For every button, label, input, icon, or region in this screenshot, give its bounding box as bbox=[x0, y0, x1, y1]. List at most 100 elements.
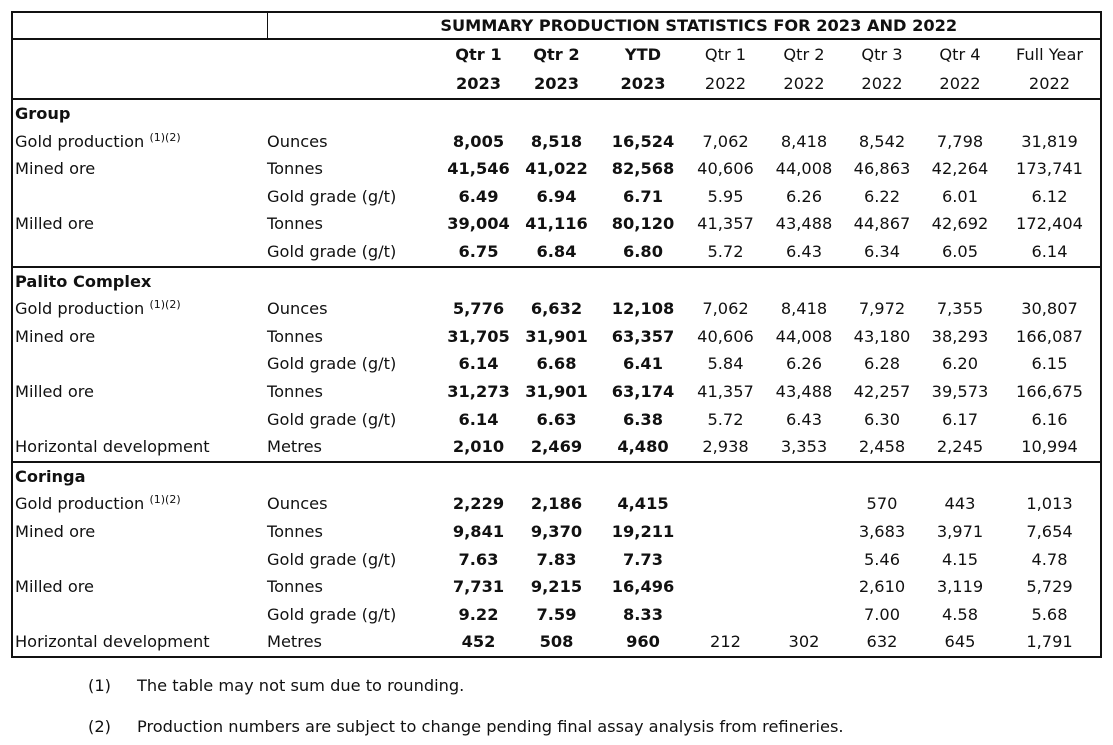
cell-value: 7.73 bbox=[623, 549, 663, 569]
cell-value: 6.38 bbox=[623, 409, 663, 429]
cell-value bbox=[686, 490, 765, 518]
header-row-year: 2023 2023 2023 2022 2022 2022 2022 2022 bbox=[12, 69, 1102, 100]
row-label bbox=[12, 601, 267, 629]
row-unit: Tonnes bbox=[267, 214, 323, 234]
cell-value: 8,005 bbox=[452, 131, 505, 151]
table-row: Gold grade (g/t) 6.14 6.63 6.38 5.72 6.43 6.30… bbox=[12, 406, 1101, 434]
cell-value: 172,404 bbox=[1016, 214, 1083, 234]
table-row: Milled ore Tonnes 7,731 9,215 16,496 2,610 3,1… bbox=[12, 573, 1101, 601]
row-label-text: Milled ore bbox=[15, 214, 95, 234]
cell-value: 41,357 bbox=[697, 381, 754, 401]
cell-value: 39,004 bbox=[447, 214, 510, 234]
cell-value: 9,841 bbox=[452, 521, 505, 541]
row-unit: Gold grade (g/t) bbox=[267, 186, 397, 206]
cell-value: 452 bbox=[444, 628, 513, 658]
column-header-period: Full Year bbox=[1015, 45, 1084, 64]
cell-value: 8,518 bbox=[530, 131, 583, 151]
cell-value: 2,186 bbox=[530, 494, 583, 514]
footnote-ref: (1)(2) bbox=[149, 130, 181, 144]
cell-value: 7,062 bbox=[702, 131, 749, 151]
row-unit: Metres bbox=[267, 433, 444, 463]
cell-value: 166,087 bbox=[1016, 326, 1083, 346]
cell-value: 6.43 bbox=[785, 409, 823, 429]
cell-value: 212 bbox=[686, 628, 765, 658]
cell-value: 7,972 bbox=[858, 299, 906, 319]
section-title: Palito Complex bbox=[15, 271, 152, 291]
cell-value: 40,606 bbox=[697, 326, 754, 346]
cell-value: 9,370 bbox=[530, 521, 583, 541]
cell-value: 7,062 bbox=[702, 299, 749, 319]
cell-value: 5.72 bbox=[686, 237, 765, 268]
cell-value: 7,731 bbox=[452, 577, 505, 597]
row-label: Mined ore bbox=[12, 323, 267, 351]
row-label-text: Mined ore bbox=[15, 521, 96, 541]
cell-value: 6.80 bbox=[600, 237, 686, 268]
cell-value: 1,791 bbox=[999, 628, 1102, 658]
cell-value: 5,729 bbox=[1026, 577, 1073, 597]
cell-value: 6.75 bbox=[444, 237, 513, 268]
cell-value: 302 bbox=[765, 628, 843, 658]
cell-value: 5,776 bbox=[452, 299, 505, 319]
section-title: Coringa bbox=[15, 466, 86, 486]
cell-value: 508 bbox=[513, 628, 600, 658]
cell-value: 6.34 bbox=[843, 237, 921, 268]
cell-value: 43,180 bbox=[853, 326, 911, 346]
cell-value: 4.15 bbox=[941, 549, 979, 569]
cell-value: 80,120 bbox=[611, 214, 675, 234]
section-title: Group bbox=[15, 104, 71, 123]
cell-value: 5.72 bbox=[707, 409, 744, 429]
row-label-text: Milled ore bbox=[15, 577, 95, 597]
cell-value: 43,488 bbox=[775, 214, 833, 234]
cell-value: 43,488 bbox=[775, 381, 833, 401]
cell-value: 7.00 bbox=[863, 604, 901, 624]
row-label-text: Horizontal development bbox=[15, 632, 210, 652]
table-row: Milled ore Tonnes 31,273 31,901 63,174 41,357… bbox=[12, 378, 1101, 406]
cell-value: 31,901 bbox=[525, 326, 588, 346]
row-label-text: Milled ore bbox=[15, 381, 95, 401]
cell-value: 7,798 bbox=[936, 131, 984, 151]
cell-value: 4.58 bbox=[941, 604, 979, 624]
cell-value bbox=[686, 546, 765, 574]
cell-value: 39,573 bbox=[931, 381, 989, 401]
cell-value: 6.71 bbox=[623, 186, 663, 206]
footnote-1: (1) The table may not sum due to rounding… bbox=[88, 676, 465, 695]
footnote-ref: (1)(2) bbox=[149, 493, 181, 507]
cell-value: 6.68 bbox=[536, 354, 577, 374]
cell-value: 4,480 bbox=[600, 433, 686, 463]
column-header-period: Qtr 4 bbox=[939, 45, 981, 64]
cell-value: 8.33 bbox=[623, 604, 663, 624]
cell-value: 7.59 bbox=[536, 604, 577, 624]
row-unit: Tonnes bbox=[267, 577, 323, 597]
cell-value bbox=[765, 546, 843, 574]
cell-value: 6.41 bbox=[623, 354, 663, 374]
cell-value bbox=[765, 518, 843, 546]
cell-value: 632 bbox=[843, 628, 921, 658]
row-label bbox=[12, 350, 267, 378]
column-header-year: 2022 bbox=[686, 69, 765, 100]
cell-value: 2,938 bbox=[686, 433, 765, 463]
cell-value: 6.22 bbox=[863, 186, 901, 206]
cell-value: 63,357 bbox=[611, 326, 675, 346]
cell-value: 41,357 bbox=[697, 214, 754, 234]
row-label-text: Mined ore bbox=[15, 159, 96, 179]
row-unit: Tonnes bbox=[267, 326, 323, 346]
cell-value: 3,683 bbox=[858, 521, 906, 541]
column-header-period: Qtr 3 bbox=[861, 45, 903, 64]
section-header-row: Coringa bbox=[12, 462, 1101, 491]
column-header-year: 2022 bbox=[999, 69, 1102, 100]
cell-value: 5.95 bbox=[707, 186, 744, 206]
cell-value: 9.22 bbox=[458, 604, 499, 624]
cell-value: 31,901 bbox=[525, 381, 588, 401]
section-header-row: Group bbox=[12, 99, 1101, 128]
cell-value: 570 bbox=[866, 494, 898, 514]
production-statistics-table: SUMMARY PRODUCTION STATISTICS FOR 2023 A… bbox=[11, 11, 1103, 658]
table-row: Horizontal development Metres 2,010 2,469 4,… bbox=[12, 433, 1102, 463]
column-header-period: YTD bbox=[624, 45, 662, 64]
cell-value: 6.49 bbox=[458, 186, 499, 206]
cell-value: 46,863 bbox=[853, 159, 911, 179]
cell-value bbox=[765, 490, 843, 518]
row-unit: Ounces bbox=[267, 494, 328, 514]
title-spacer bbox=[12, 12, 268, 40]
cell-value: 960 bbox=[600, 628, 686, 658]
cell-value: 6.43 bbox=[765, 237, 843, 268]
